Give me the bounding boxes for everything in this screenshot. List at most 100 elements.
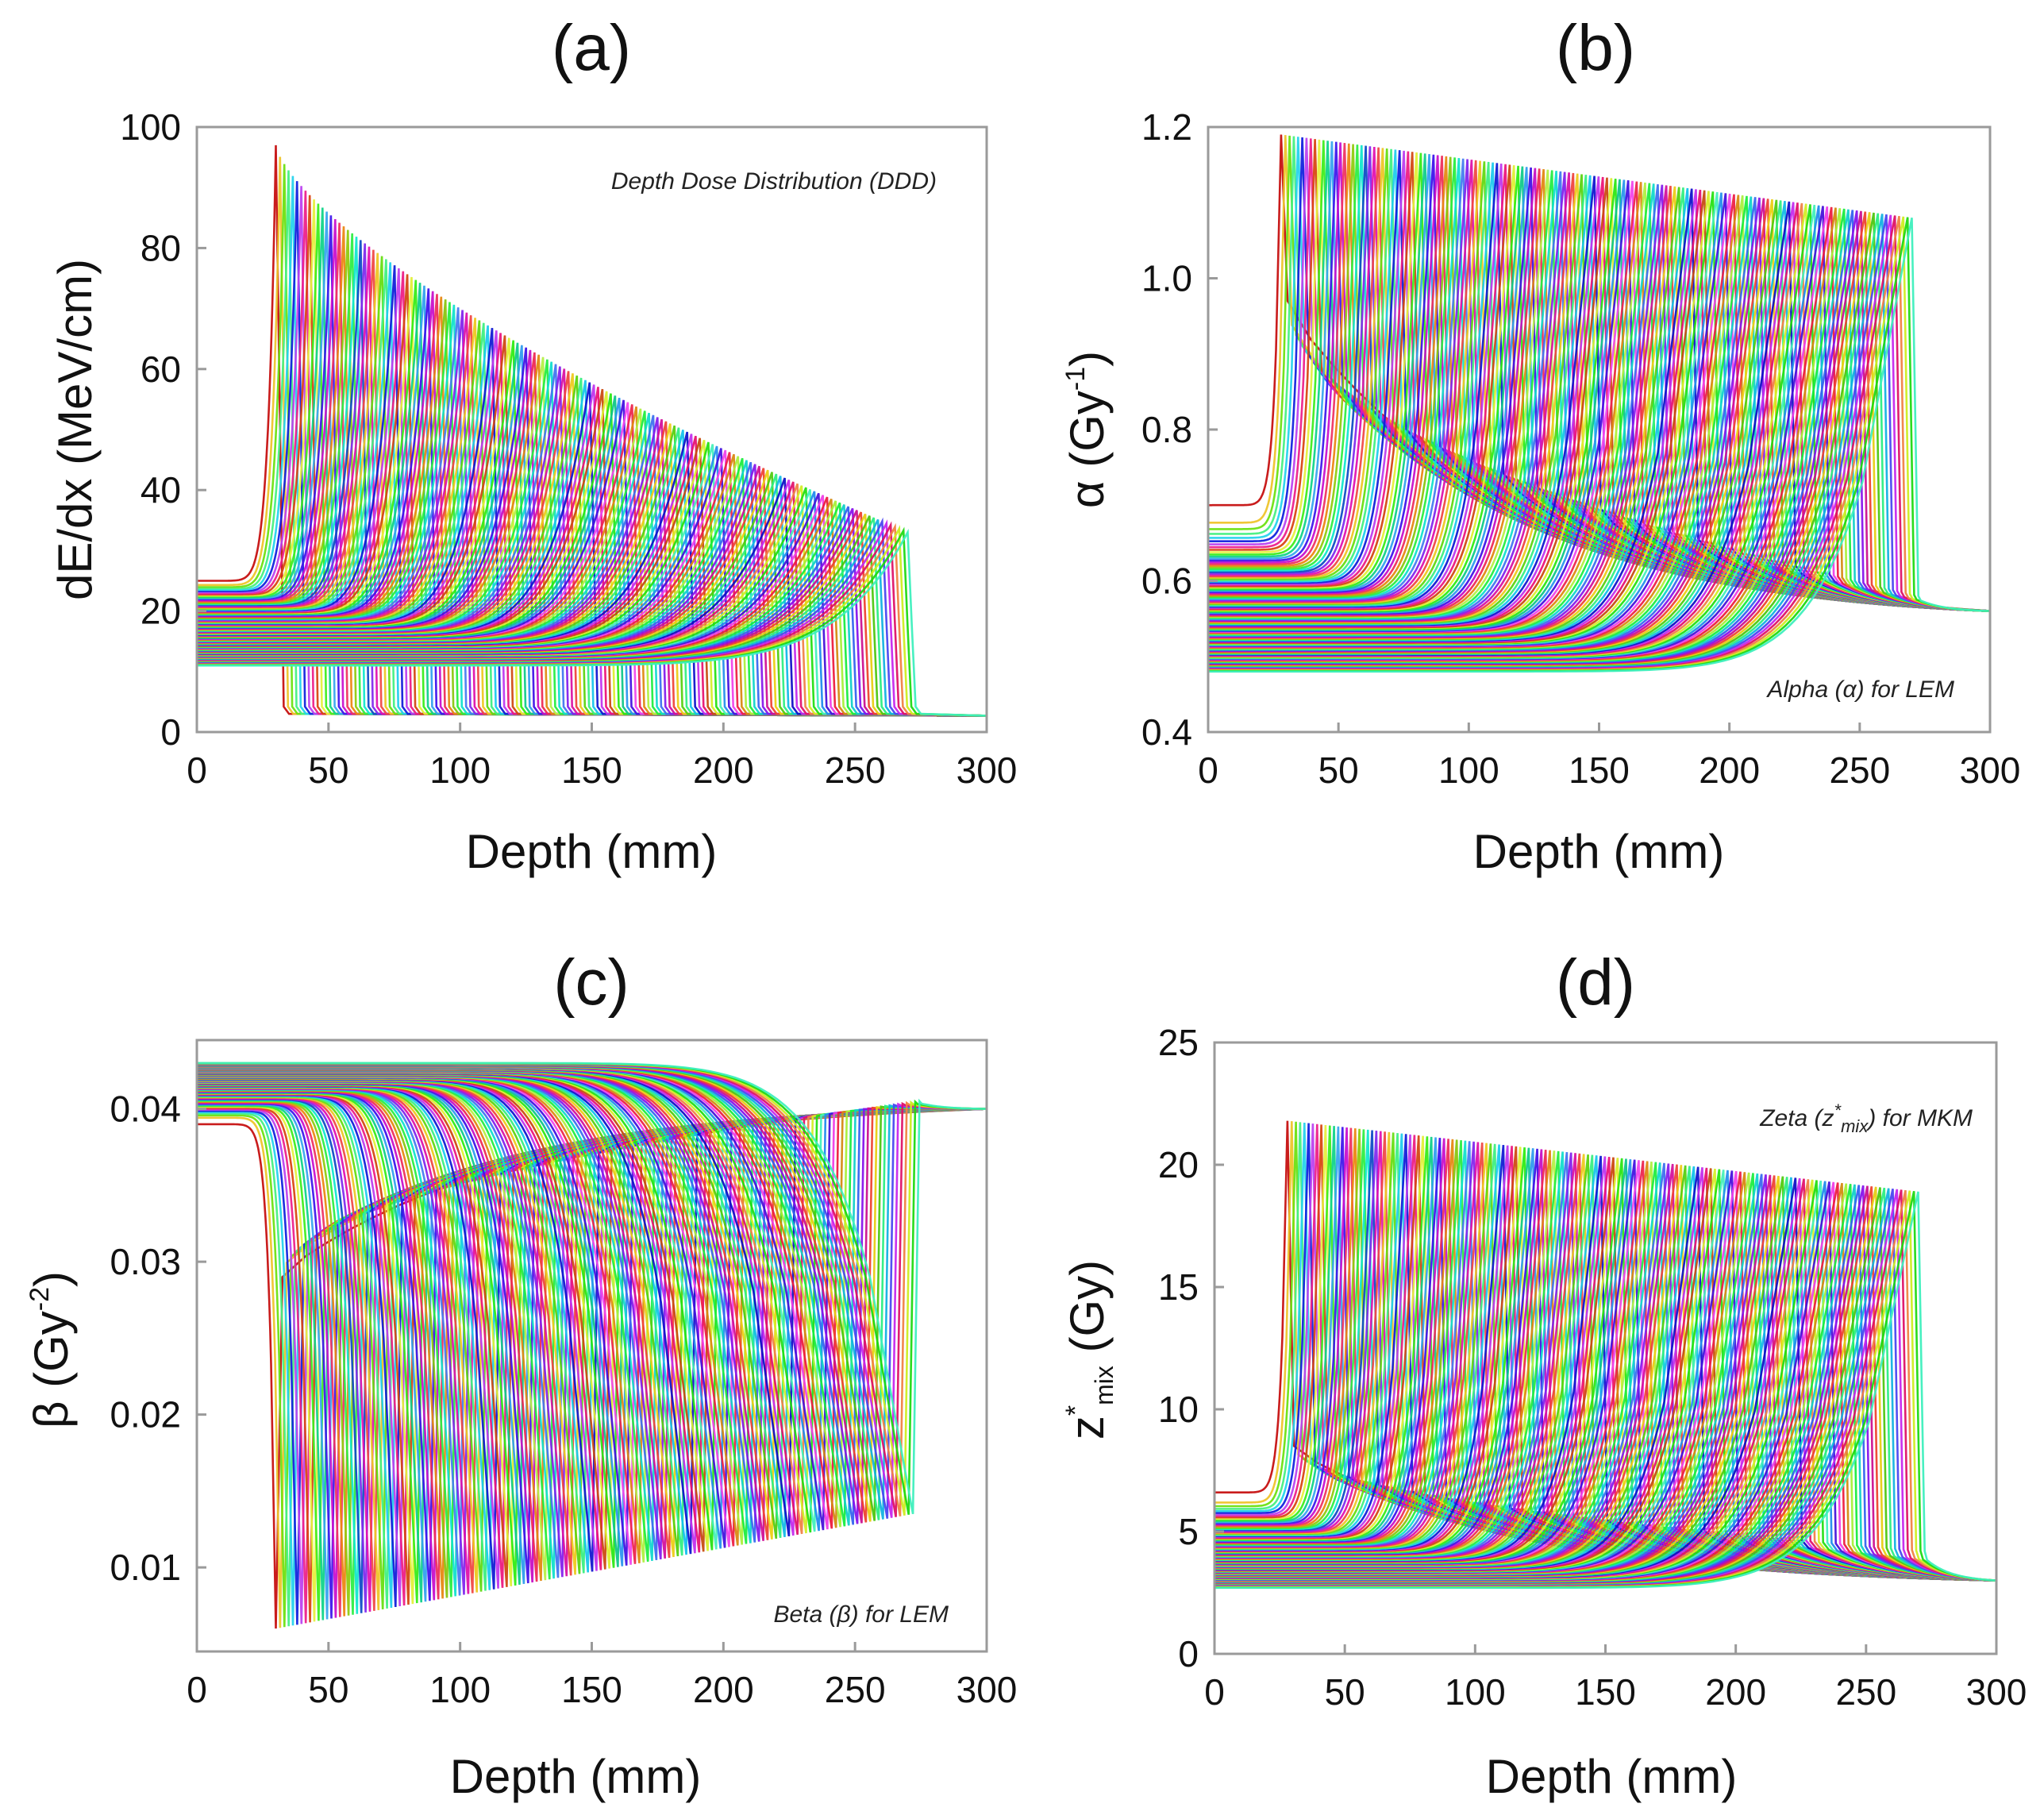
plot-d-annotation-sup: * xyxy=(1834,1100,1842,1120)
plot-c-y-ticks: 0.01 0.02 0.03 0.04 xyxy=(110,1089,206,1588)
x-tick-label: 150 xyxy=(1569,750,1630,791)
panel-d-label: (d) xyxy=(1556,946,1635,1019)
x-tick-label: 250 xyxy=(1835,1671,1896,1713)
series-line-a-2 xyxy=(197,156,987,717)
y-tick-label: 0.04 xyxy=(110,1089,181,1130)
plot-c-area xyxy=(197,1062,987,1629)
x-tick-label: 200 xyxy=(1705,1671,1766,1713)
plot-b-x-axis-label: Depth (mm) xyxy=(1473,825,1725,878)
plot-d-annotation-end: ) for MKM xyxy=(1865,1105,1973,1131)
plot-b-y-axis-label-main: α (Gy xyxy=(1060,391,1114,508)
series-line-a-150 xyxy=(197,528,987,717)
plot-d-y-axis-label-main: z xyxy=(1060,1416,1114,1439)
x-tick-label: 50 xyxy=(308,1669,348,1710)
y-tick-label: 0.6 xyxy=(1141,561,1192,602)
plot-c-y-axis-label: β (Gy-2) xyxy=(25,1271,78,1428)
x-tick-label: 200 xyxy=(1699,750,1760,791)
series-line-a-6 xyxy=(197,181,987,717)
panel-b-label: (b) xyxy=(1556,12,1635,84)
y-tick-label: 5 xyxy=(1178,1511,1199,1552)
y-tick-label: 15 xyxy=(1158,1266,1199,1308)
plot-d-annotation-sub: mix xyxy=(1841,1116,1869,1136)
series-line-a-8 xyxy=(197,191,987,717)
panel-b: (b) Alpha (α) for LEM 0.4 0.6 0.8 1.0 1.2 0 5… xyxy=(1060,12,2020,878)
plot-d-y-axis-label: z*mix (Gy) xyxy=(1060,1260,1118,1439)
y-tick-label: 20 xyxy=(1158,1144,1199,1185)
x-tick-label: 0 xyxy=(1204,1671,1225,1713)
plot-c-y-axis-label-end: ) xyxy=(25,1271,78,1287)
x-tick-label: 250 xyxy=(825,1669,886,1710)
x-tick-label: 250 xyxy=(1829,750,1890,791)
plot-b-x-ticks: 0 50 100 150 200 250 300 xyxy=(1198,723,2020,791)
y-tick-label: 1.0 xyxy=(1141,258,1192,299)
plot-b-y-axis-label-sup: -1 xyxy=(1060,367,1091,391)
x-tick-label: 150 xyxy=(561,1669,622,1710)
x-tick-label: 100 xyxy=(429,1669,491,1710)
plot-b-annotation: Alpha (α) for LEM xyxy=(1765,676,1954,703)
y-tick-label: 0.4 xyxy=(1141,711,1192,753)
plot-c-x-axis-label: Depth (mm) xyxy=(450,1750,702,1803)
plot-a-annotation: Depth Dose Distribution (DDD) xyxy=(611,168,937,195)
y-tick-label: 0 xyxy=(1178,1633,1199,1674)
series-line-a-5 xyxy=(197,175,987,717)
x-tick-label: 300 xyxy=(1966,1671,2027,1713)
y-tick-label: 20 xyxy=(141,591,181,632)
x-tick-label: 100 xyxy=(1445,1671,1506,1713)
series-line-d-150 xyxy=(1214,1191,1996,1590)
plot-d-x-axis-label: Depth (mm) xyxy=(1486,1750,1738,1803)
x-tick-label: 50 xyxy=(308,750,348,791)
x-tick-label: 0 xyxy=(187,750,207,791)
y-tick-label: 40 xyxy=(141,469,181,511)
x-tick-label: 100 xyxy=(429,750,491,791)
series-line-a-1 xyxy=(197,145,987,717)
plot-a-y-ticks: 0 20 40 60 80 100 xyxy=(120,106,206,753)
panel-c-label: (c) xyxy=(553,946,629,1019)
x-tick-label: 300 xyxy=(957,1669,1018,1710)
y-tick-label: 60 xyxy=(141,349,181,390)
plot-d-y-axis-label-sub: mix xyxy=(1090,1366,1118,1405)
plot-c-x-ticks: 0 50 100 150 200 250 300 xyxy=(187,1642,1017,1710)
series-line-a-7 xyxy=(197,186,987,717)
x-tick-label: 0 xyxy=(1198,750,1218,791)
x-tick-label: 150 xyxy=(1575,1671,1636,1713)
series-line-b-150 xyxy=(1208,218,1990,673)
plot-b-y-axis-label-end: ) xyxy=(1060,351,1114,367)
plot-b-area xyxy=(1208,134,1990,673)
x-tick-label: 300 xyxy=(1960,750,2021,791)
y-tick-label: 0.03 xyxy=(110,1241,181,1282)
plot-c-y-axis-label-main: β (Gy xyxy=(25,1311,78,1428)
y-tick-label: 0.01 xyxy=(110,1547,181,1588)
y-tick-label: 1.2 xyxy=(1141,106,1192,148)
plot-d-annotation-main: Zeta (z xyxy=(1759,1105,1834,1131)
series-line-a-4 xyxy=(197,170,987,717)
y-tick-label: 80 xyxy=(141,227,181,268)
y-tick-label: 100 xyxy=(120,106,181,148)
plot-a-area xyxy=(197,145,987,717)
y-tick-label: 0 xyxy=(160,711,181,753)
y-tick-label: 10 xyxy=(1158,1389,1199,1430)
plot-a-y-axis-label: dE/dx (MeV/cm) xyxy=(48,259,102,600)
series-line-a-3 xyxy=(197,164,987,717)
plot-c-y-axis-label-sup: -2 xyxy=(25,1287,55,1311)
x-tick-label: 50 xyxy=(1325,1671,1365,1713)
x-tick-label: 100 xyxy=(1438,750,1499,791)
panel-a-label: (a) xyxy=(552,12,631,84)
x-tick-label: 150 xyxy=(561,750,622,791)
x-tick-label: 50 xyxy=(1318,750,1359,791)
x-tick-label: 0 xyxy=(187,1669,207,1710)
y-tick-label: 0.8 xyxy=(1141,409,1192,450)
series-line-c-150 xyxy=(197,1062,987,1515)
y-tick-label: 0.02 xyxy=(110,1394,181,1436)
plot-d-y-ticks: 0 5 10 15 20 25 xyxy=(1158,1022,1224,1674)
plot-b-y-axis-label: α (Gy-1) xyxy=(1060,351,1114,508)
plot-d-y-axis-label-sup: * xyxy=(1060,1405,1091,1416)
plot-d-area xyxy=(1214,1120,1996,1590)
x-tick-label: 200 xyxy=(693,750,754,791)
plot-c-annotation: Beta (β) for LEM xyxy=(773,1601,949,1628)
panel-c: (c) Beta (β) for LEM 0.01 0.02 0.03 0.04 0 5… xyxy=(25,946,1017,1803)
x-tick-label: 250 xyxy=(825,750,886,791)
x-tick-label: 300 xyxy=(957,750,1018,791)
x-tick-label: 200 xyxy=(693,1669,754,1710)
